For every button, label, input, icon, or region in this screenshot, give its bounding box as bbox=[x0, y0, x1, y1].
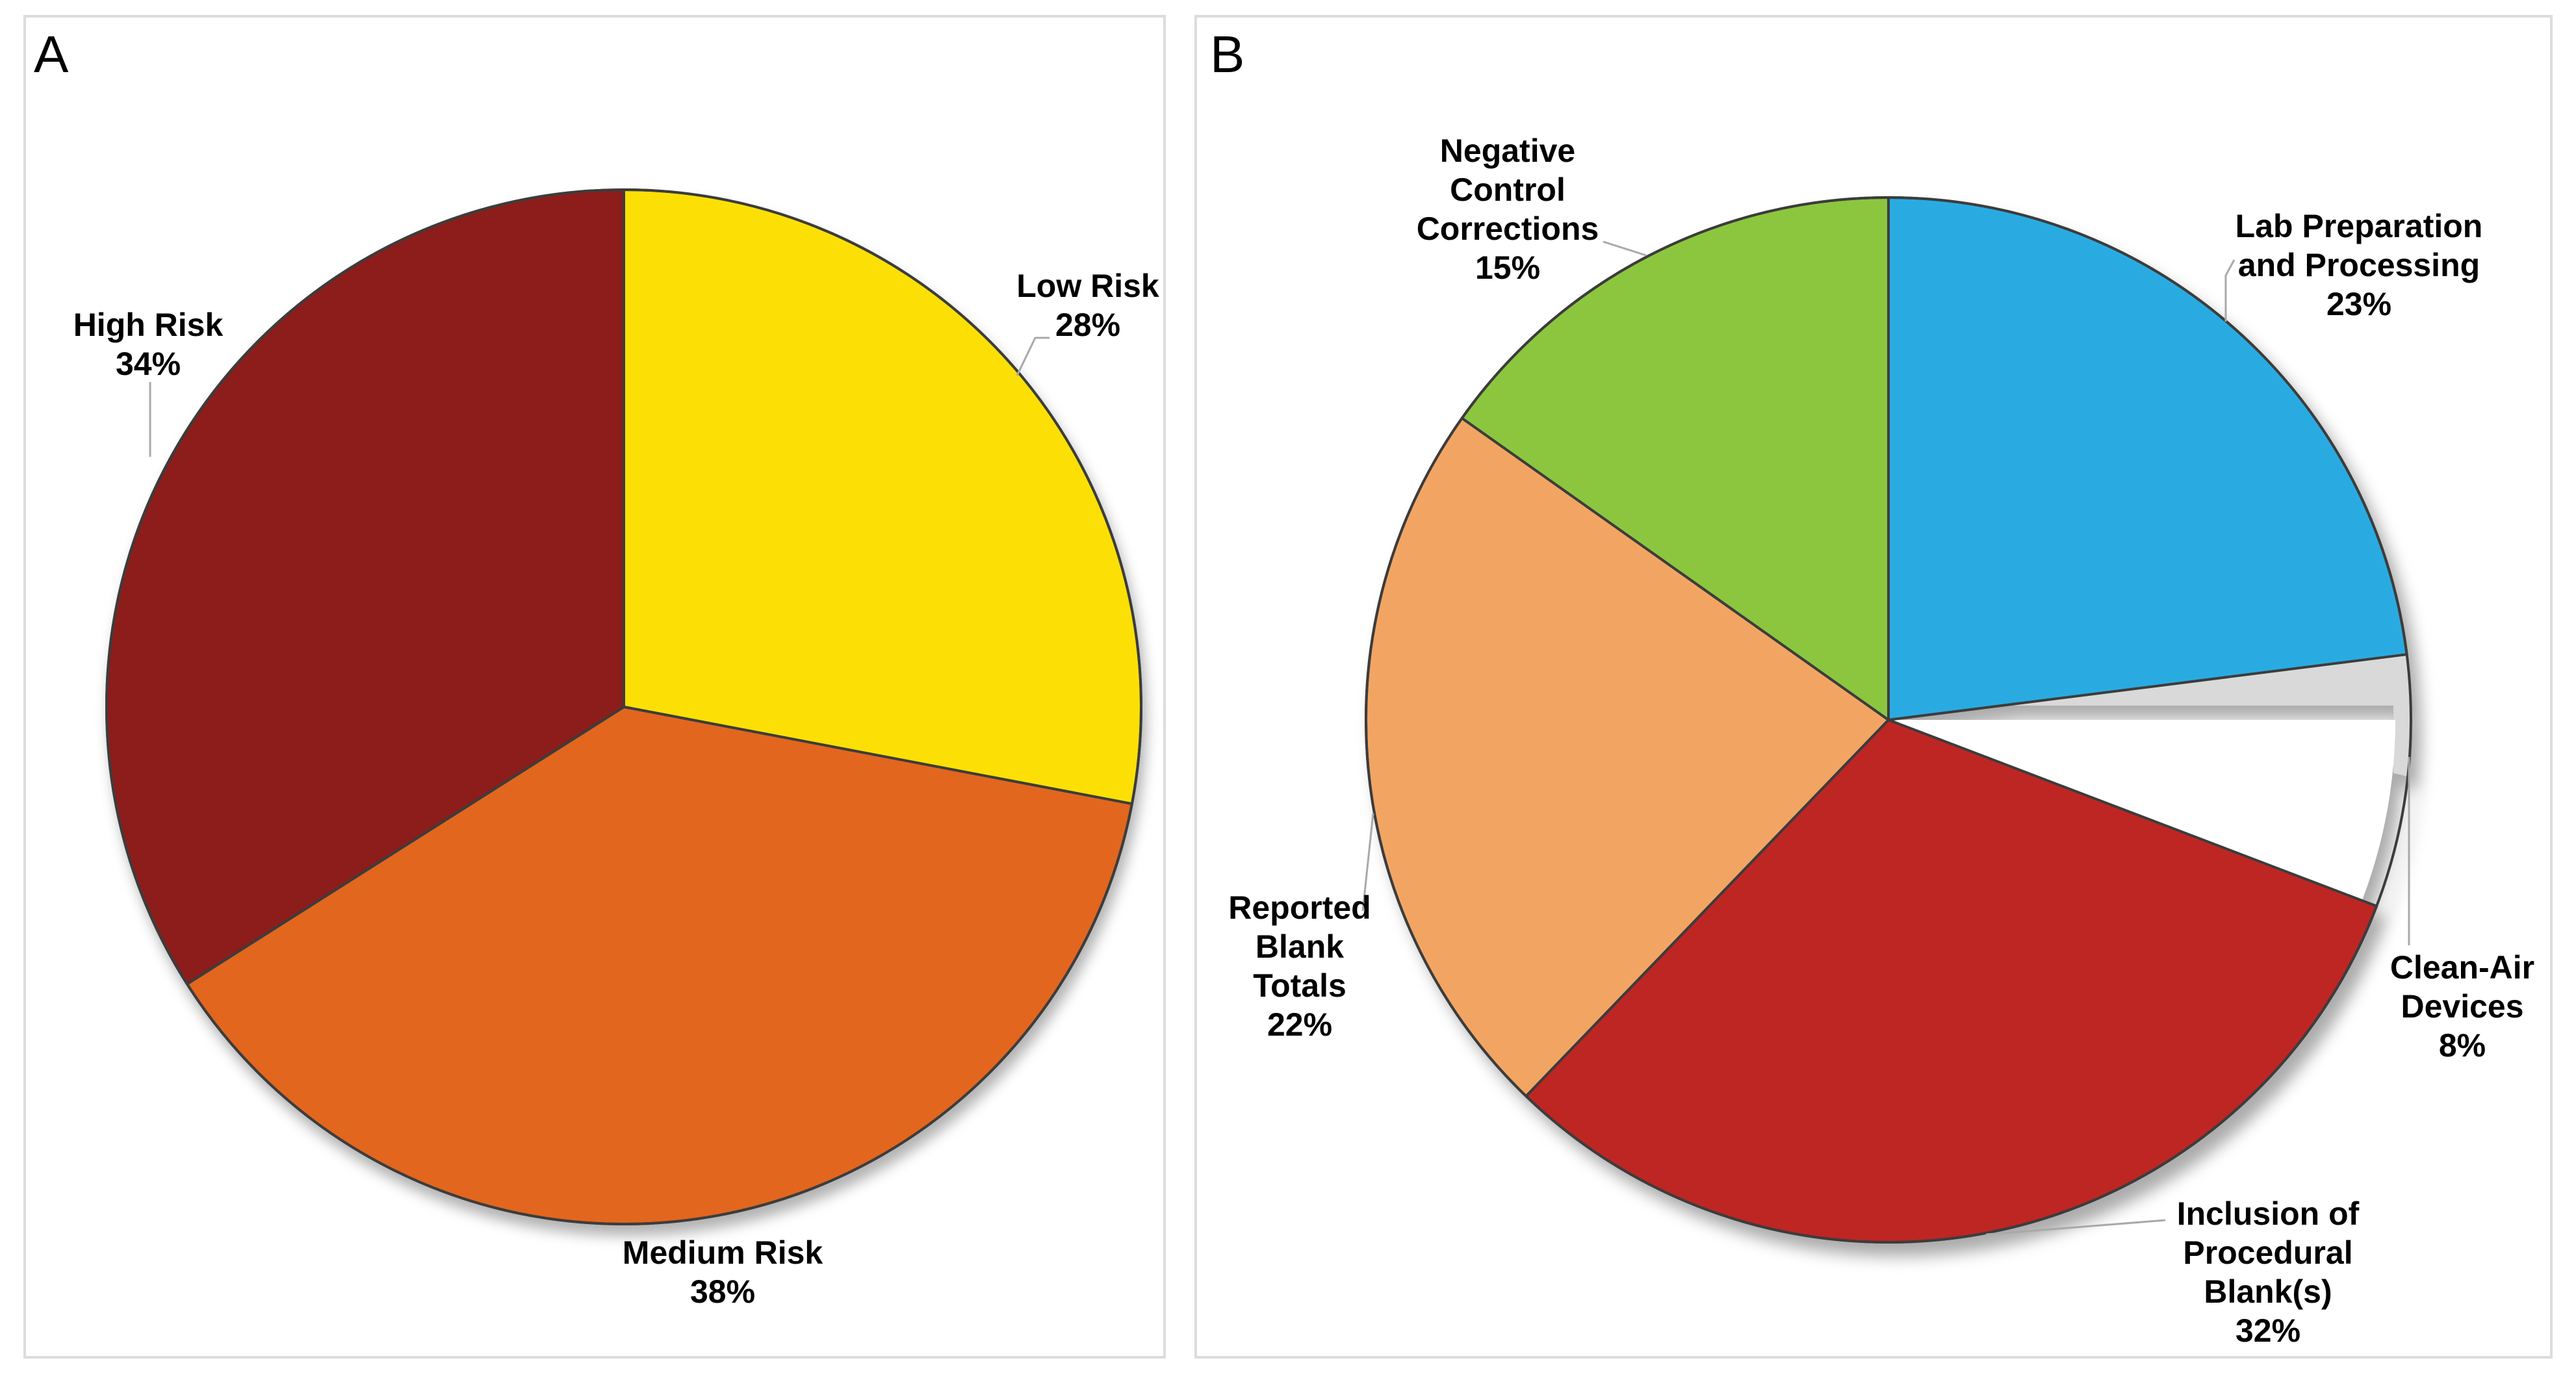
slice-label-inclusion-procedural-blanks: Inclusion of Procedural Blank(s) 32% bbox=[2177, 1194, 2360, 1350]
pie-slice-sliver bbox=[1966, 654, 2412, 776]
slice-label-line: 38% bbox=[689, 1273, 756, 1310]
slice-label-line: Blank(s) bbox=[2204, 1273, 2332, 1310]
slice-label-negative-control-corrections: Negative Control Corrections 15% bbox=[1417, 131, 1599, 287]
slice-label-line: Negative bbox=[1439, 133, 1576, 169]
slice-label-line: Lab Preparation bbox=[2235, 208, 2483, 244]
leader-line bbox=[2224, 259, 2235, 322]
pie-b bbox=[1365, 196, 2412, 1244]
slice-label-low-risk: Low Risk 28% bbox=[1016, 266, 1159, 344]
leader-line bbox=[1016, 337, 1050, 376]
slice-label-line: Reported bbox=[1228, 889, 1371, 926]
slice-label-line: Totals bbox=[1253, 967, 1346, 1004]
slice-label-lab-preparation: Lab Preparation and Processing 23% bbox=[2235, 207, 2483, 324]
slice-label-line: Procedural bbox=[2183, 1234, 2353, 1271]
leader-lines bbox=[149, 240, 2410, 1236]
slice-label-high-risk: High Risk 34% bbox=[73, 305, 224, 383]
pie-outline bbox=[105, 188, 1142, 1225]
pie-a bbox=[105, 188, 1142, 1226]
slice-label-line: 34% bbox=[115, 346, 181, 382]
slice-label-line: Inclusion of bbox=[2176, 1195, 2360, 1232]
slice-label-line: Corrections bbox=[1416, 211, 1599, 247]
slice-label-line: Clean-Air bbox=[2389, 949, 2535, 986]
slice-label-line: Devices bbox=[2401, 988, 2524, 1025]
slice-label-line: High Risk bbox=[73, 307, 224, 343]
slice-label-reported-blank-totals: Reported Blank Totals 22% bbox=[1228, 888, 1371, 1044]
slice-label-clean-air-devices: Clean-Air Devices 8% bbox=[2390, 948, 2534, 1065]
slice-label-line: 32% bbox=[2235, 1312, 2301, 1349]
slice-label-line: Blank bbox=[1255, 928, 1345, 965]
pie-slice-gap bbox=[1888, 720, 2395, 901]
slice-label-line: Medium Risk bbox=[622, 1234, 823, 1271]
pie-outline bbox=[1365, 196, 2412, 1244]
slice-label-medium-risk: Medium Risk 38% bbox=[623, 1233, 823, 1311]
slice-label-line: Low Risk bbox=[1016, 268, 1159, 304]
slice-label-line: and Processing bbox=[2237, 247, 2480, 283]
slice-label-line: 28% bbox=[1055, 307, 1121, 343]
slice-label-line: 22% bbox=[1267, 1006, 1333, 1043]
leader-line bbox=[1361, 813, 1374, 912]
leader-line bbox=[1603, 240, 1647, 257]
slice-label-line: Control bbox=[1450, 172, 1565, 208]
panel-b-letter: B bbox=[1210, 25, 1245, 83]
panel-a-letter: A bbox=[34, 25, 69, 83]
leader-line bbox=[1985, 1219, 2166, 1236]
slice-label-line: 23% bbox=[2326, 286, 2392, 322]
slice-label-line: 15% bbox=[1475, 249, 1541, 286]
slice-label-line: 8% bbox=[2438, 1027, 2486, 1064]
